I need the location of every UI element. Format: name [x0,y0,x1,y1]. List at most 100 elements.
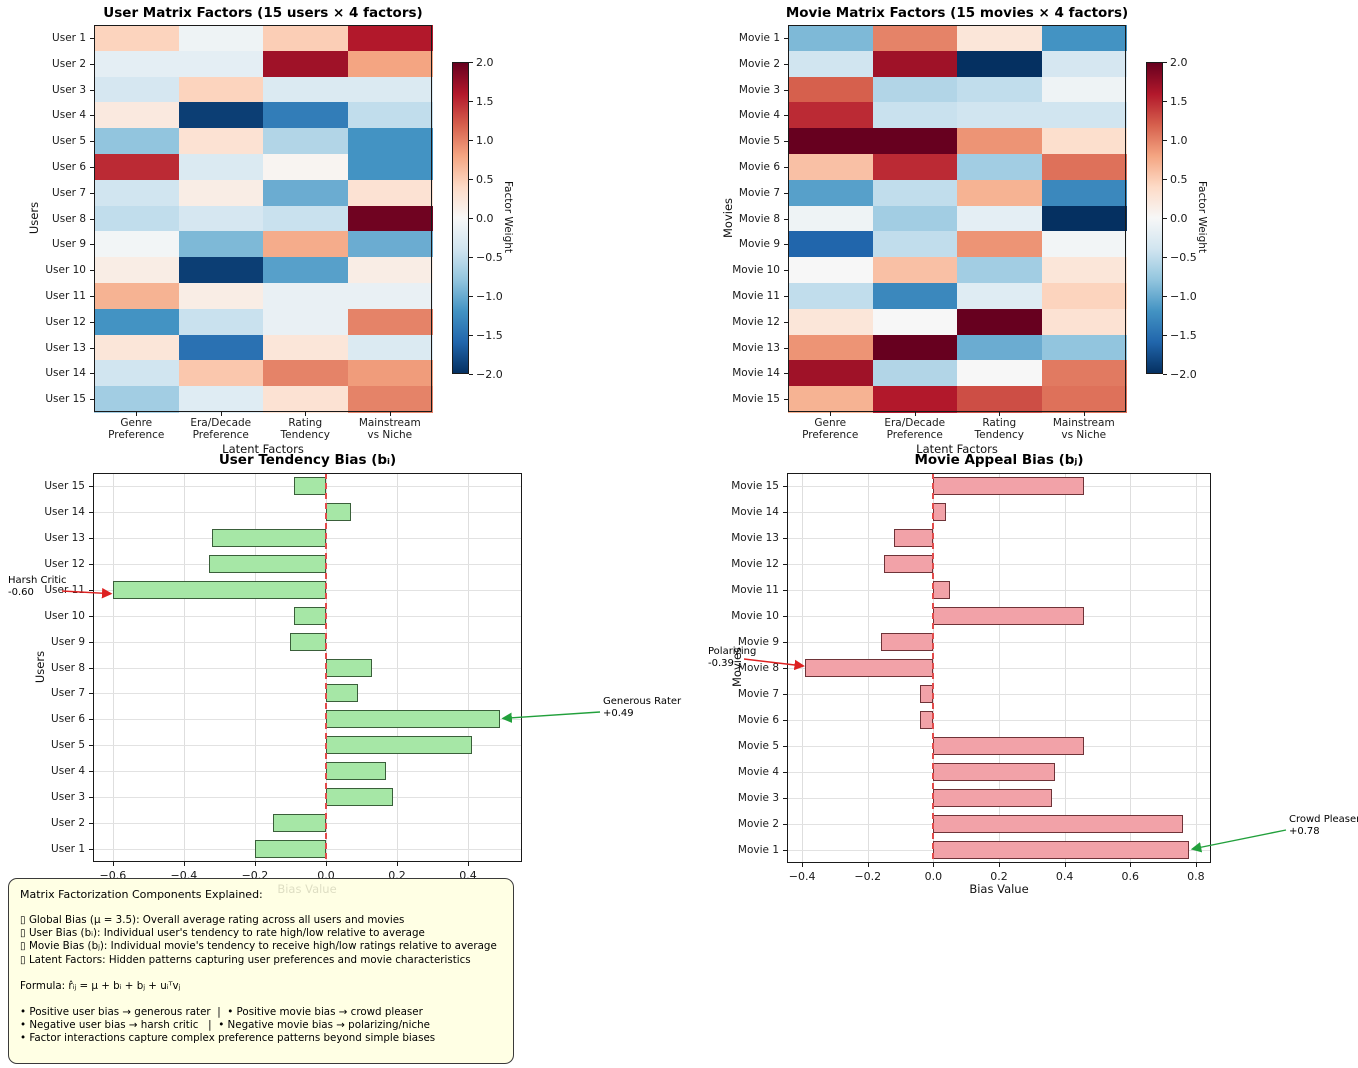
tick-mark [90,37,94,39]
y-tick-label: User 14 [44,505,85,518]
heatmap-row-label: Movie 13 [732,341,780,354]
heatmap-row-label: User 12 [45,315,86,328]
heatmap-cell [1041,257,1127,284]
tick-mark [999,863,1000,867]
colorbar [1146,62,1163,374]
explanation-line: • Positive user bias → generous rater | … [20,1005,423,1018]
heatmap-col-label: Genre Preference [108,417,165,441]
tick-mark [784,89,788,91]
heatmap-cell [347,179,433,207]
tick-mark [784,270,788,272]
y-tick-label: Movie 6 [737,714,779,726]
heatmap-cell [94,308,180,336]
tick-mark [90,63,94,65]
colorbar-tick-label: 1.5 [1170,95,1188,108]
tick-mark [305,412,307,416]
heatmap-row-label: User 2 [52,57,86,70]
tick-mark [1163,179,1167,180]
tick-mark [89,563,93,565]
tick-mark [89,485,93,487]
y-tick-label: User 7 [51,687,85,700]
heatmap-cell [788,386,874,413]
heatmap-cell [347,283,433,310]
y-tick-label: Movie 3 [737,792,779,804]
explanation-line [20,993,502,1006]
heatmap-cell [178,386,264,413]
tick-mark [784,244,788,246]
x-tick-label: 0.4 [1055,870,1074,883]
heatmap-cell [263,102,349,129]
colorbar-tick-label: −2.0 [1170,368,1197,381]
user-colorbar-label: Factor Weight [502,180,514,254]
heatmap-row-label: User 9 [52,238,86,251]
tick-mark [784,115,788,117]
tick-mark [89,823,93,825]
colorbar-tick-label: 0.0 [476,212,494,225]
explanation-box: Matrix Factorization Components Explaine… [8,878,514,1064]
heatmap-cell [347,231,433,258]
heatmap-cell [957,334,1043,361]
heatmap-cell [94,154,180,181]
heatmap-cell [263,334,349,361]
heatmap-cell [178,50,264,78]
explanation-line: ▯ User Bias (bᵢ): Individual user's tend… [20,927,425,940]
tick-mark [89,667,93,669]
tick-mark [830,412,832,416]
heatmap-row-label: User 5 [52,135,86,148]
grid-line [787,642,1211,643]
tick-mark [396,862,398,866]
tick-mark [90,141,94,143]
heatmap-row-label: Movie 11 [732,289,780,302]
tick-mark [999,412,1001,416]
tick-mark [783,590,787,591]
tick-mark [783,616,787,617]
heatmap-cell [347,76,433,103]
heatmap-cell [872,179,958,207]
heatmap-cell [788,76,874,103]
heatmap-row-label: User 15 [45,393,86,406]
colorbar-tick-label: −0.5 [1170,251,1197,264]
heatmap-cell [1041,360,1127,387]
heatmap-cell [788,179,874,207]
heatmap-cell [1041,102,1127,129]
tick-mark [90,321,94,323]
tick-mark [783,720,787,721]
x-tick-label: 0.6 [1121,870,1140,883]
grid-line [787,538,1211,539]
heatmap-row-label: User 3 [52,83,86,96]
y-tick-label: User 4 [51,765,85,778]
heatmap-cell [872,102,958,129]
y-tick-label: Movie 1 [737,844,779,856]
movie-bias-xlabel: Bias Value [969,882,1029,896]
tick-mark [783,824,787,825]
tick-mark [469,335,473,336]
tick-mark [89,797,93,799]
heatmap-cell [788,231,874,258]
y-tick-label: Movie 13 [731,532,779,544]
x-tick-label: 0.8 [1187,870,1205,883]
colorbar-tick-label: 0.0 [1170,212,1188,225]
colorbar-tick-label: −1.0 [476,290,503,303]
heatmap-cell [788,205,874,232]
heatmap-cell [94,179,180,207]
heatmap-row-label: Movie 5 [738,135,780,148]
tick-mark [469,62,473,63]
tick-mark [784,37,788,39]
heatmap-row-label: User 1 [52,31,86,44]
heatmap-cell [94,257,180,284]
y-tick-label: Movie 5 [737,740,779,752]
movie-colorbar-label: Factor Weight [1196,180,1208,254]
tick-mark [1163,140,1167,141]
heatmap-cell [788,283,874,310]
heatmap-cell [178,308,264,336]
heatmap-cell [263,154,349,181]
annotation-text: Crowd Pleaser +0.78 [1289,814,1358,837]
heatmap-cell [1041,179,1127,207]
colorbar-tick-label: 1.0 [1170,134,1188,147]
tick-mark [90,218,94,220]
tick-mark [784,63,788,65]
tick-mark [783,746,787,747]
tick-mark [1163,218,1167,219]
heatmap-cell [178,360,264,387]
heatmap-cell [788,360,874,387]
